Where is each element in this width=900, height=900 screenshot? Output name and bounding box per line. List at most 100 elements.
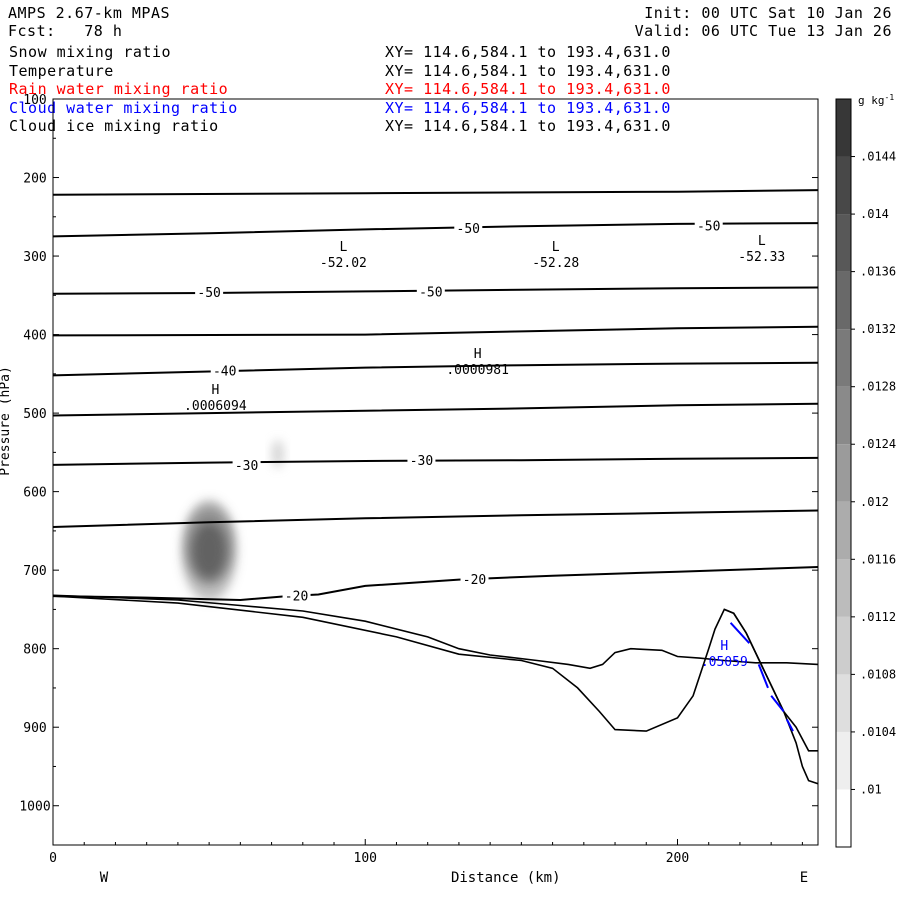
colorbar-tick-label: .0128 bbox=[860, 380, 896, 394]
temperature-isotherm bbox=[53, 189, 818, 196]
contour-label: -30 bbox=[410, 454, 433, 469]
extremum-marker: L bbox=[552, 240, 560, 255]
colorbar-segment bbox=[836, 674, 851, 732]
field-name: Snow mixing ratio bbox=[9, 43, 172, 61]
contour-label-bg bbox=[694, 218, 723, 232]
y-tick-label: 1000 bbox=[19, 800, 50, 815]
contour-label-bg bbox=[407, 453, 436, 467]
colorbar-segment bbox=[836, 99, 851, 157]
colorbar-tick-label: .01 bbox=[860, 782, 882, 796]
colorbar-tick-label: .0116 bbox=[860, 552, 896, 566]
terrain-line bbox=[53, 594, 818, 670]
temperature-isotherm bbox=[53, 325, 818, 337]
colorbar-frame bbox=[835, 98, 852, 848]
colorbar-tick-label: .014 bbox=[860, 207, 889, 221]
forecast-hour: Fcst: 78 h bbox=[8, 22, 123, 40]
y-tick-label: 200 bbox=[23, 172, 46, 187]
snow-mixing-ratio-shading bbox=[271, 439, 285, 469]
colorbar-unit: g kg-1 bbox=[858, 93, 894, 107]
colorbar-tick-label: .0112 bbox=[860, 610, 896, 624]
init-time: Init: 00 UTC Sat 10 Jan 26 bbox=[644, 4, 892, 22]
colorbar-segment bbox=[836, 501, 851, 560]
contour-label: -50 bbox=[697, 219, 720, 234]
extremum-value: .05059 bbox=[701, 655, 748, 670]
extremum-marker: L bbox=[758, 234, 766, 249]
colorbar-tick-label: .0108 bbox=[860, 667, 896, 681]
plot-frame bbox=[52, 98, 819, 846]
contour-label: -30 bbox=[235, 459, 258, 474]
contour-label: -50 bbox=[457, 222, 480, 237]
y-tick-label: 100 bbox=[23, 93, 46, 108]
cloud-water-contour bbox=[729, 622, 751, 644]
colorbar-segment bbox=[836, 386, 851, 445]
colorbar-segment bbox=[836, 271, 851, 330]
snow-mixing-ratio-shading bbox=[191, 523, 227, 579]
colorbar-segment bbox=[836, 789, 851, 847]
field-xy-range: XY= 114.6,584.1 to 193.4,631.0 bbox=[385, 43, 671, 61]
contour-label: -20 bbox=[285, 589, 308, 604]
cloud-water-contour bbox=[770, 695, 785, 713]
contour-label-bg bbox=[454, 220, 483, 234]
cloud-water-contour bbox=[757, 664, 769, 689]
contour-label-bg bbox=[416, 284, 445, 298]
temperature-isotherm bbox=[53, 456, 818, 466]
contour-label-bg bbox=[210, 363, 239, 377]
y-tick-label: 400 bbox=[23, 329, 46, 344]
extremum-marker: H bbox=[474, 347, 482, 362]
x-tick-label: 0 bbox=[49, 851, 57, 866]
temperature-isotherm bbox=[53, 509, 818, 528]
extremum-value: -52.33 bbox=[738, 250, 785, 265]
colorbar-tick-label: .0104 bbox=[860, 725, 896, 739]
colorbar-segment bbox=[836, 616, 851, 675]
field-xy-range: XY= 114.6,584.1 to 193.4,631.0 bbox=[385, 117, 671, 135]
y-axis-title: Pressure (hPa) bbox=[0, 366, 13, 476]
extremum-value: -52.28 bbox=[532, 256, 579, 271]
x-tick-label: 100 bbox=[354, 851, 377, 866]
field-xy-range: XY= 114.6,584.1 to 193.4,631.0 bbox=[385, 98, 671, 117]
extremum-marker: H bbox=[720, 639, 728, 654]
contour-label: -50 bbox=[197, 286, 220, 301]
field-name: Temperature bbox=[9, 61, 114, 80]
field-xy-range: XY= 114.6,584.1 to 193.4,631.0 bbox=[385, 80, 671, 98]
contour-label-bg bbox=[232, 457, 261, 471]
colorbar-tick-label: .0132 bbox=[860, 322, 896, 336]
temperature-isotherm bbox=[53, 566, 818, 602]
colorbar-segment bbox=[836, 156, 851, 215]
x-tick-label: 200 bbox=[666, 851, 689, 866]
field-xy-range: XY= 114.6,584.1 to 193.4,631.0 bbox=[385, 61, 671, 80]
contour-label: -50 bbox=[419, 285, 442, 300]
y-tick-label: 600 bbox=[23, 486, 46, 501]
y-tick-label: 800 bbox=[23, 643, 46, 658]
colorbar-tick-label: .0124 bbox=[860, 437, 896, 451]
temperature-isotherm bbox=[53, 361, 818, 377]
extremum-value: .0000981 bbox=[446, 363, 509, 378]
model-title: AMPS 2.67-km MPAS bbox=[8, 4, 171, 22]
colorbar-segment bbox=[836, 731, 851, 790]
extremum-value: .0006094 bbox=[184, 399, 247, 414]
contour-label-bg bbox=[195, 285, 224, 299]
y-tick-label: 300 bbox=[23, 250, 46, 265]
extremum-marker: L bbox=[339, 240, 347, 255]
east-label: E bbox=[800, 870, 808, 886]
colorbar-segment bbox=[836, 214, 851, 272]
terrain-line bbox=[723, 608, 818, 752]
y-tick-label: 900 bbox=[23, 721, 46, 736]
colorbar-segment bbox=[836, 559, 851, 617]
field-name: Cloud ice mixing ratio bbox=[9, 117, 219, 135]
contour-label-bg bbox=[282, 588, 311, 602]
valid-time: Valid: 06 UTC Tue 13 Jan 26 bbox=[634, 22, 892, 40]
contour-label-bg bbox=[460, 571, 489, 585]
field-name: Cloud water mixing ratio bbox=[9, 98, 238, 117]
cloud-water-contour bbox=[785, 718, 794, 732]
extremum-marker: H bbox=[211, 383, 219, 398]
west-label: W bbox=[100, 870, 109, 886]
extremum-value: -52.02 bbox=[320, 256, 367, 271]
colorbar-segment bbox=[836, 444, 851, 502]
y-tick-label: 700 bbox=[23, 564, 46, 579]
colorbar-tick-label: .0144 bbox=[860, 150, 896, 164]
colorbar-tick-label: .0136 bbox=[860, 265, 896, 279]
field-name: Rain water mixing ratio bbox=[9, 80, 229, 98]
y-tick-label: 500 bbox=[23, 407, 46, 422]
colorbar-segment bbox=[836, 329, 851, 387]
